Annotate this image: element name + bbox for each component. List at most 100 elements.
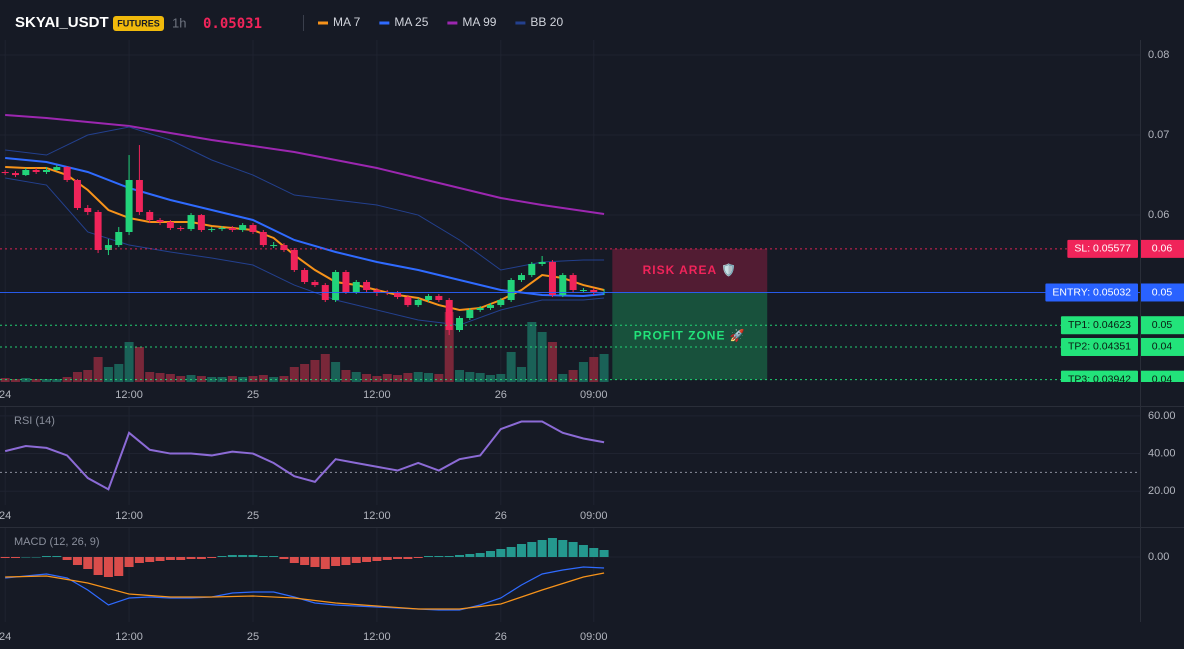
candle-body — [84, 208, 92, 212]
candle-body — [1, 172, 9, 174]
volume-bar — [568, 370, 578, 382]
series-line — [5, 566, 605, 611]
zone — [612, 292, 768, 380]
y-tick-label: 0.06 — [1148, 209, 1169, 221]
x-tick-label: 12:00 — [363, 510, 391, 522]
candle-body — [559, 275, 567, 296]
axis-tag: 0.05 — [1152, 319, 1173, 331]
histogram-bar — [93, 557, 103, 575]
level-tag-bg — [1067, 239, 1138, 258]
histogram-bar — [165, 557, 175, 560]
candle-body — [53, 167, 61, 170]
x-tick-label: 24 — [0, 631, 11, 643]
candle-body — [445, 300, 453, 330]
candle-body — [146, 212, 154, 220]
volume-bar — [455, 370, 465, 382]
histogram-bar — [248, 555, 258, 557]
volume-bar — [403, 373, 413, 382]
candle-body — [435, 296, 443, 300]
legend-label: BB 20 — [530, 15, 563, 29]
volume-bar — [134, 347, 144, 382]
axis-tag-bg — [1141, 316, 1184, 335]
legend-label: MA 25 — [394, 15, 428, 29]
candle-body — [208, 229, 216, 231]
histogram-bar — [300, 557, 310, 565]
histogram-bar — [403, 557, 413, 559]
volume-bar — [52, 379, 62, 382]
volume-bar — [227, 376, 237, 382]
candle-body — [249, 225, 257, 232]
level-tag: ENTRY: 0.05032 — [1052, 286, 1131, 298]
candle-body — [363, 282, 371, 290]
histogram-bar — [558, 540, 568, 557]
interval[interactable]: 1h — [172, 15, 186, 30]
histogram-bar — [341, 557, 351, 565]
histogram-bar — [516, 544, 526, 557]
volume-bar — [269, 377, 279, 382]
pane: RISK AREA 🛡️ PROFIT ZONE 🚀 SL: 0.05577 0.06… — [0, 40, 1184, 382]
candle-body — [569, 275, 577, 290]
volume-bar — [537, 332, 547, 382]
candle-body — [507, 280, 515, 300]
volume-bar — [424, 373, 434, 382]
zone-label: RISK AREA 🛡️ — [643, 263, 737, 277]
volume-bar — [165, 374, 175, 382]
histogram-bar — [393, 557, 403, 559]
histogram-bar — [589, 548, 599, 557]
x-tick-label: 12:00 — [115, 389, 143, 401]
histogram-bar — [382, 557, 392, 560]
volume-bar — [351, 372, 361, 382]
volume-bar — [496, 374, 506, 382]
histogram-bar — [444, 556, 454, 557]
volume-bar — [413, 372, 423, 382]
volume-bar — [589, 357, 599, 382]
candle-body — [528, 264, 536, 276]
x-tick-label: 24 — [0, 389, 11, 401]
volume-bar — [506, 352, 516, 382]
volume-bar — [372, 376, 382, 382]
x-tick-label: 09:00 — [580, 389, 608, 401]
histogram-bar — [227, 555, 237, 557]
x-tick-label: 26 — [495, 389, 507, 401]
volume-bar — [217, 377, 227, 382]
axis-tag: 0.05 — [1152, 286, 1173, 298]
candle-body — [301, 270, 309, 282]
volume-bar — [93, 357, 103, 382]
candle-body — [156, 220, 164, 222]
candle-body — [342, 272, 350, 292]
histogram-bar — [568, 542, 578, 557]
candle-body — [290, 250, 298, 270]
pane-axes: 24 12:00 25 12:00 26 09:00 20.00 40.00 60.00 RSI … — [0, 410, 1176, 522]
volume-bar — [444, 312, 454, 382]
axis-tag-bg — [1141, 370, 1184, 382]
histogram-bar — [10, 557, 20, 558]
histogram-bar — [103, 557, 113, 577]
volume-bar — [10, 379, 20, 382]
volume-bar — [124, 342, 134, 382]
badge-bg — [113, 16, 164, 31]
histogram-bar — [465, 554, 475, 557]
candle-body — [22, 170, 30, 176]
volume-bar — [279, 376, 289, 382]
candle-body — [239, 225, 247, 230]
candle-body — [42, 170, 50, 172]
histogram-bar — [52, 556, 62, 557]
candle-body — [486, 305, 494, 308]
candle-body — [197, 215, 205, 230]
volume-bar — [238, 377, 248, 382]
histogram-bar — [496, 549, 506, 557]
y-tick-label: 0.07 — [1148, 129, 1169, 141]
histogram-bar — [238, 555, 248, 557]
volume-bar — [516, 367, 526, 382]
histogram-bar — [413, 557, 423, 558]
histogram-bar — [114, 557, 124, 576]
volume-bar — [341, 370, 351, 382]
histogram-bar — [455, 555, 465, 557]
series-line — [4, 420, 605, 491]
histogram-bar — [41, 556, 51, 557]
pane — [0, 407, 1140, 505]
histogram-bar — [145, 557, 155, 562]
volume-bar — [258, 375, 268, 382]
volume-bar — [196, 376, 206, 382]
